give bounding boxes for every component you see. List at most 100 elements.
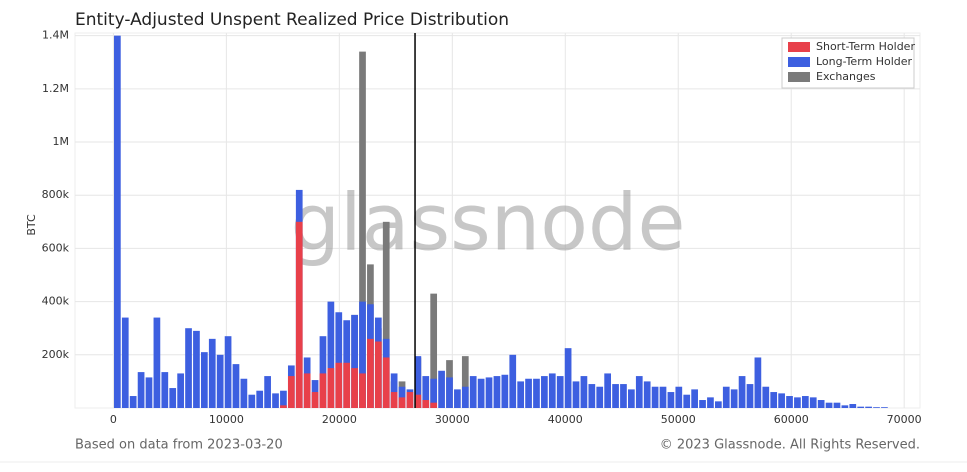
bar [517, 381, 525, 408]
bar [628, 389, 635, 408]
bar [129, 396, 137, 408]
bar [287, 376, 295, 408]
bar [707, 397, 714, 408]
bar [303, 373, 311, 408]
bar [422, 400, 430, 408]
footer-left: Based on data from 2023-03-20 [75, 438, 283, 453]
x-tick-label: 0 [110, 413, 117, 426]
bar [493, 376, 501, 408]
bar [177, 373, 184, 408]
bar [335, 362, 343, 408]
bar [722, 386, 730, 408]
bar [430, 378, 438, 408]
bar [651, 386, 659, 408]
bar [319, 336, 327, 408]
bar [248, 394, 256, 408]
bar [359, 51, 366, 409]
bar [422, 376, 430, 408]
x-tick-label: 50000 [661, 413, 696, 426]
bar [343, 362, 351, 408]
bar [746, 384, 754, 408]
bar [240, 378, 248, 408]
bar [311, 392, 319, 408]
bar [430, 402, 438, 408]
bar [438, 370, 445, 408]
chart-title: Entity-Adjusted Unspent Realized Price D… [75, 10, 509, 30]
bar [533, 378, 540, 408]
bar [319, 373, 327, 408]
bar [794, 397, 801, 408]
bar [825, 402, 833, 408]
bar [280, 390, 287, 408]
bar [770, 392, 778, 408]
bar [564, 348, 572, 408]
y-tick-label: 1.2M [42, 82, 69, 95]
bar [193, 330, 200, 408]
bar [359, 373, 366, 408]
bar [556, 376, 564, 408]
bar [461, 386, 469, 408]
bar [351, 314, 358, 408]
y-tick-label: 1.4M [42, 29, 69, 42]
bar [382, 357, 390, 408]
bar [114, 35, 121, 408]
bar [714, 401, 722, 408]
bar [485, 377, 493, 408]
legend-swatch [788, 42, 810, 52]
bar [525, 378, 532, 408]
x-tick-label: 60000 [774, 413, 809, 426]
bar [280, 405, 287, 408]
bar [635, 376, 643, 408]
bar [849, 404, 857, 408]
bar [738, 376, 746, 408]
bar [675, 386, 683, 408]
x-tick-label: 70000 [887, 413, 922, 426]
bar [367, 338, 374, 408]
y-tick-label: 600k [42, 241, 70, 254]
x-tick-label: 30000 [435, 413, 470, 426]
bar [200, 352, 208, 408]
bar [145, 377, 153, 408]
bar [256, 390, 264, 408]
bar [683, 394, 691, 408]
bar [335, 312, 343, 408]
bar [580, 376, 588, 408]
bar [699, 400, 706, 408]
bar [865, 406, 872, 408]
bar [264, 376, 271, 408]
bar [809, 397, 817, 408]
bar [327, 301, 335, 408]
y-tick-label: 1M [53, 135, 70, 148]
bar [137, 372, 145, 408]
bar [873, 407, 880, 408]
bar [208, 338, 216, 408]
bar [272, 393, 279, 408]
bar [801, 396, 809, 408]
legend-label: Exchanges [816, 70, 876, 83]
bar [121, 317, 129, 408]
bar [667, 392, 675, 408]
bar [541, 376, 548, 408]
bar [414, 394, 422, 408]
bar [351, 368, 358, 408]
footer-right: © 2023 Glassnode. All Rights Reserved. [660, 438, 920, 453]
legend: Short-Term Holder Long-Term Holder Exchang… [781, 37, 915, 89]
bar [469, 376, 477, 408]
bar [754, 357, 762, 408]
bar [833, 402, 841, 408]
bar [454, 389, 461, 408]
bar [374, 341, 382, 408]
bar [857, 406, 865, 408]
bar [477, 378, 485, 408]
bar [762, 386, 770, 408]
bar [596, 386, 604, 408]
legend-label: Long-Term Holder [816, 55, 913, 68]
bar [548, 373, 556, 408]
bar [461, 356, 469, 408]
legend-swatch [788, 57, 810, 67]
y-axis-label: BTC [25, 214, 38, 236]
x-tick-label: 40000 [548, 413, 583, 426]
bar [390, 373, 398, 408]
bar [398, 397, 406, 408]
